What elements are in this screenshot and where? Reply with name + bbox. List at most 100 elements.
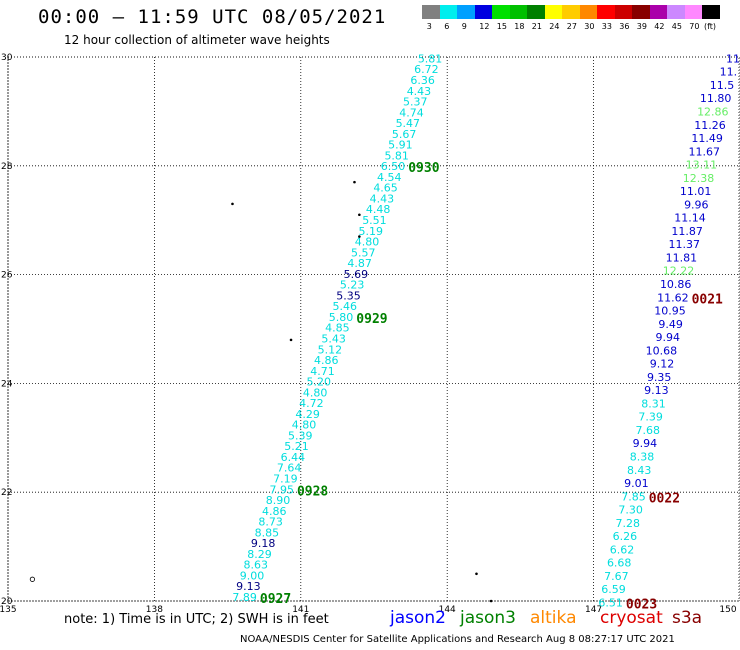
observation-point <box>353 180 356 184</box>
swh-value-label: 11.5 <box>710 79 735 92</box>
colorbar-label: 21 <box>531 22 542 31</box>
swh-value-label: 6.72 <box>414 63 439 76</box>
swh-value-label: 5.81 <box>418 52 443 65</box>
observation-point <box>358 213 361 217</box>
swh-value-label: 4.71 <box>310 365 335 378</box>
colorbar-swatch <box>562 5 580 19</box>
swh-value-label: 7.68 <box>636 424 661 437</box>
y-tick-label: 30 <box>1 53 13 63</box>
swh-value-label: 11.67 <box>689 145 721 158</box>
observation-point <box>289 338 293 342</box>
swh-value-label: 11.81 <box>666 251 698 264</box>
colorbar-label: 6 <box>444 22 450 31</box>
swh-value-label: 7.30 <box>618 504 643 517</box>
colorbar-swatch <box>422 5 440 19</box>
swh-value-label: 12.38 <box>683 172 715 185</box>
swh-value-label: 5.67 <box>392 128 417 141</box>
swh-value-label: 5.46 <box>333 300 358 313</box>
swh-value-label: 9.49 <box>658 318 683 331</box>
colorbar-label: 45 <box>671 22 682 31</box>
swh-value-label: 5.47 <box>396 117 421 130</box>
swh-value-label: 7.19 <box>273 473 298 486</box>
y-tick-label: 20 <box>1 597 13 607</box>
swh-value-label: 11.80 <box>700 92 732 105</box>
swh-value-label: 7.64 <box>277 462 302 475</box>
footnote: note: 1) Time is in UTC; 2) SWH is in fe… <box>64 612 329 627</box>
swh-value-label: 8.31 <box>641 397 666 410</box>
swh-value-label: 11.01 <box>680 185 712 198</box>
swh-value-label: 8.63 <box>244 559 269 572</box>
swh-value-label: 11.49 <box>691 132 723 145</box>
colorbar-label: 12 <box>479 22 490 31</box>
swh-value-label: 6.59 <box>601 583 626 596</box>
time-label: 0022 <box>649 491 680 506</box>
swh-value-label: 9.01 <box>624 477 649 490</box>
swh-value-label: 13.11 <box>686 159 718 172</box>
swh-value-label: 9.94 <box>633 437 658 450</box>
colorbar-label: 39 <box>636 22 647 31</box>
colorbar-swatch <box>684 5 703 19</box>
colorbar-label: 9 <box>461 22 467 31</box>
x-tick-label: 144 <box>439 605 456 615</box>
colorbar-swatch <box>614 5 633 19</box>
swh-value-label: 5.23 <box>340 279 365 292</box>
colorbar-unit: (ft) <box>704 22 717 31</box>
swh-value-label: 5.39 <box>288 429 313 442</box>
colorbar-label: 36 <box>619 22 630 31</box>
time-label: 0928 <box>297 484 328 499</box>
swh-value-label: 5.43 <box>321 332 346 345</box>
observation-point <box>231 202 234 206</box>
swh-value-label: 7.89 <box>232 591 257 604</box>
swh-value-label: 4.54 <box>377 171 402 184</box>
swh-value-label: 8.85 <box>255 526 280 539</box>
x-tick-label: 138 <box>146 605 163 615</box>
swh-value-label: 11.87 <box>671 225 703 238</box>
observation-point <box>358 235 361 238</box>
colorbar-swatch <box>527 5 545 19</box>
swh-value-label: 11.14 <box>674 212 706 225</box>
swh-value-label: 4.87 <box>347 257 372 270</box>
swh-value-label: 8.38 <box>630 450 655 463</box>
colorbar-label: 3 <box>426 22 432 31</box>
swh-value-label: 5.20 <box>307 376 332 389</box>
swh-value-label: 4.86 <box>314 354 339 367</box>
page-subtitle: 12 hour collection of altimeter wave hei… <box>64 33 330 47</box>
swh-value-label: 5.80 <box>329 311 354 324</box>
credit-line: NOAA/NESDIS Center for Satellite Applica… <box>240 634 675 645</box>
colorbar-swatch <box>492 5 510 19</box>
swh-value-label: 9.00 <box>240 569 265 582</box>
swh-value-label: 9.18 <box>251 537 276 550</box>
swh-value-label: 11.62 <box>657 291 689 304</box>
colorbar-swatch <box>667 5 685 19</box>
swh-value-label: 9.12 <box>650 358 675 371</box>
swh-value-label: 6.62 <box>610 543 635 556</box>
colorbar-label: 18 <box>514 22 525 31</box>
x-tick-label: 147 <box>585 605 602 615</box>
colorbar-swatch <box>649 5 668 19</box>
swh-value-label: 4.74 <box>399 106 424 119</box>
swh-value-label: 5.91 <box>388 139 413 152</box>
observation-point <box>475 572 478 576</box>
swh-value-label: 8.43 <box>627 464 652 477</box>
legend-altika: altika <box>530 608 577 628</box>
swh-value-label: 9.13 <box>644 384 669 397</box>
swh-value-label: 4.85 <box>325 322 350 335</box>
swh-value-label: 5.21 <box>284 440 309 453</box>
swh-value-label: 6.68 <box>607 557 632 570</box>
swh-value-label: 6.44 <box>281 451 306 464</box>
x-tick-label: 141 <box>292 605 309 615</box>
legend-s3a: s3a <box>672 608 703 628</box>
swh-value-label: 8.90 <box>266 494 291 507</box>
swh-value-label: 5.51 <box>362 214 387 227</box>
swh-value-label: 9.13 <box>236 580 261 593</box>
swh-value-label: 9.94 <box>656 331 681 344</box>
swh-value-label: 12.86 <box>697 106 729 119</box>
swh-value-label: 8.29 <box>247 548 272 561</box>
time-label: 0927 <box>260 592 291 607</box>
swh-value-label: 7.95 <box>269 483 294 496</box>
legend-jason3: jason3 <box>460 608 516 628</box>
time-label: 0930 <box>408 161 439 176</box>
swh-value-label: 5.19 <box>358 225 383 238</box>
swh-value-label: 4.48 <box>366 203 391 216</box>
swh-value-label: 7.39 <box>638 411 663 424</box>
